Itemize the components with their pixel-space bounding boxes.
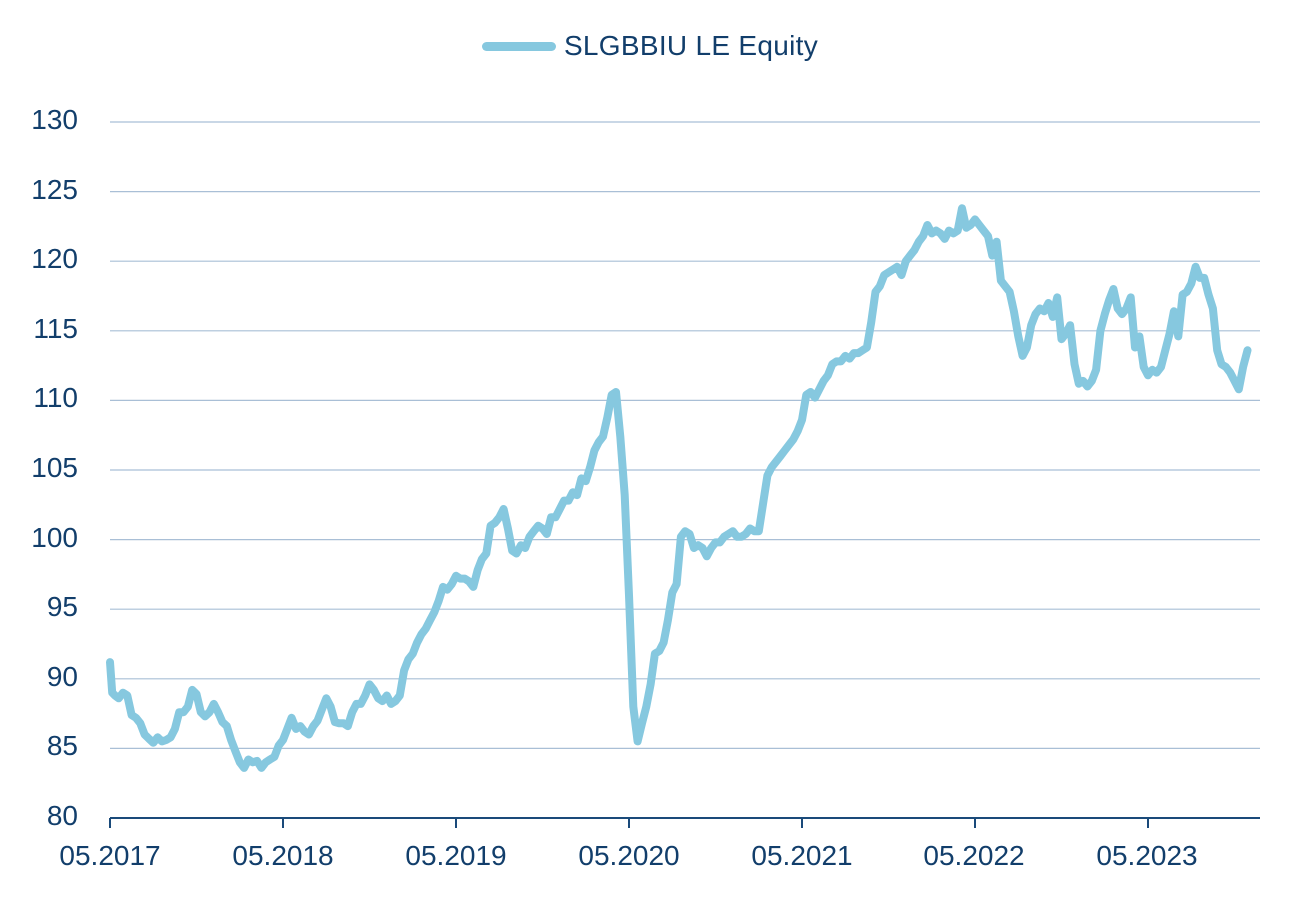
series-line — [106, 204, 1252, 772]
y-tick-label: 90 — [46, 661, 78, 692]
y-tick-label: 115 — [33, 313, 78, 344]
y-tick-label: 125 — [31, 174, 78, 205]
y-tick-label: 110 — [33, 382, 78, 413]
gridlines — [110, 121, 1260, 750]
legend-label: SLGBBIU LE Equity — [563, 30, 819, 61]
x-tick-label: 05.2021 — [751, 840, 853, 871]
x-tick-label: 05.2023 — [1096, 840, 1198, 871]
y-tick-label: 130 — [31, 104, 78, 135]
y-tick-label: 105 — [31, 452, 78, 483]
y-tick-label: 100 — [31, 522, 78, 553]
y-tick-label: 85 — [46, 730, 78, 761]
x-axis — [109, 817, 1260, 828]
y-tick-label: 80 — [46, 800, 78, 831]
x-tick-label: 05.2017 — [59, 840, 161, 871]
x-tick-label: 05.2020 — [578, 840, 680, 871]
x-tick-label: 05.2019 — [405, 840, 507, 871]
x-tick-label: 05.2018 — [232, 840, 334, 871]
x-tick-label: 05.2022 — [923, 840, 1025, 871]
legend: SLGBBIU LE Equity — [0, 30, 1300, 62]
y-tick-label: 95 — [46, 591, 78, 622]
legend-line-swatch-icon — [481, 41, 556, 51]
y-tick-label: 120 — [31, 243, 78, 274]
